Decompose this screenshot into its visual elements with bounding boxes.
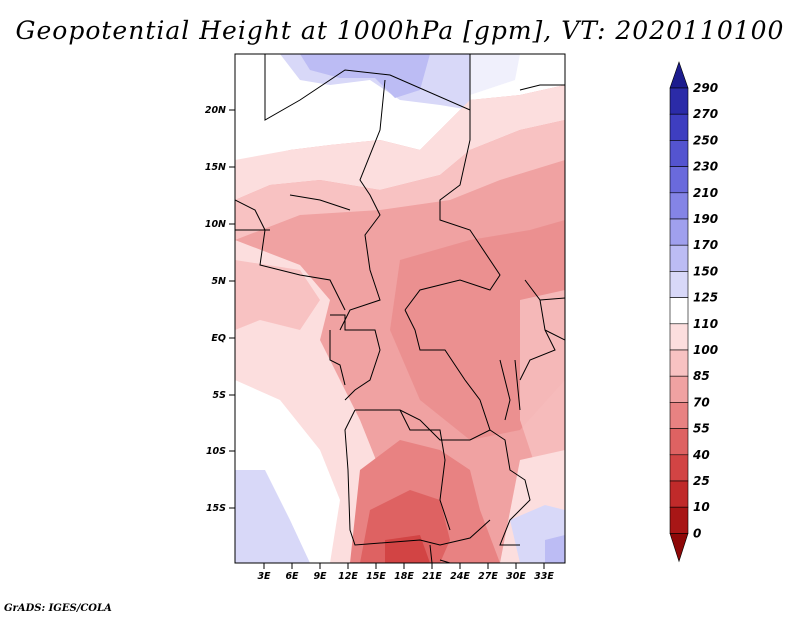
lon-label-3e: 3E <box>257 571 271 582</box>
lon-label-18e: 18E <box>394 571 414 582</box>
colorbar-label: 10 <box>693 500 710 514</box>
colorbar-label: 170 <box>693 238 718 252</box>
colorbar-label: 0 <box>693 526 701 540</box>
lat-label-eq: EQ <box>211 333 226 344</box>
lon-label-21e: 21E <box>422 571 442 582</box>
colorbar: 2902702502302101901701501251101008570554… <box>669 61 718 563</box>
colorbar-label: 150 <box>693 264 718 278</box>
lon-label-30e: 30E <box>506 571 526 582</box>
colorbar-label: 25 <box>693 474 710 488</box>
colorbar-swatch <box>669 271 689 298</box>
colorbar-label: 270 <box>693 107 718 121</box>
lat-label-10s: 10S <box>206 446 226 457</box>
colorbar-label: 190 <box>693 212 718 226</box>
lon-label-33e: 33E <box>534 571 554 582</box>
colorbar-label: 210 <box>693 186 718 200</box>
colorbar-swatch <box>669 166 689 194</box>
colorbar-swatch <box>669 244 689 272</box>
lat-label-5n: 5N <box>211 276 226 287</box>
lat-label-15s: 15S <box>206 503 226 514</box>
colorbar-swatch <box>669 349 689 377</box>
longitude-axis: 3E 6E 9E 12E 15E 18E 21E 24E 27E 30E 33E <box>257 563 554 582</box>
colorbar-swatch <box>669 428 689 456</box>
colorbar-swatch <box>669 140 689 167</box>
lon-label-15e: 15E <box>366 571 386 582</box>
colorbar-swatch <box>669 454 689 482</box>
lat-label-5s: 5S <box>213 390 227 401</box>
lon-label-12e: 12E <box>338 571 358 582</box>
chart-title: Geopotential Height at 1000hPa [gpm], VT… <box>15 16 785 45</box>
colorbar-label: 230 <box>693 160 718 174</box>
credit-text: GrADS: IGES/COLA <box>4 603 112 614</box>
colorbar-swatch <box>669 402 689 429</box>
latitude-axis: 20N 15N 10N 5N EQ 5S 10S 15S <box>205 105 235 514</box>
colorbar-label: 125 <box>693 291 718 305</box>
lon-label-9e: 9E <box>313 571 327 582</box>
lat-label-15n: 15N <box>205 162 226 173</box>
colorbar-swatch <box>669 480 689 508</box>
colorbar-label: 110 <box>693 317 718 331</box>
colorbar-label: 100 <box>693 343 718 357</box>
height-field-shading <box>235 54 565 563</box>
colorbar-label: 40 <box>692 448 710 462</box>
colorbar-label: 85 <box>693 369 710 383</box>
colorbar-label: 55 <box>693 422 710 436</box>
lon-label-6e: 6E <box>285 571 299 582</box>
colorbar-swatch <box>669 297 689 325</box>
colorbar-label: 250 <box>693 133 718 147</box>
colorbar-swatch <box>669 192 689 220</box>
colorbar-swatch <box>669 375 689 403</box>
colorbar-swatch <box>669 87 689 115</box>
colorbar-swatch <box>669 506 689 534</box>
lon-label-27e: 27E <box>478 571 498 582</box>
colorbar-swatch <box>669 533 689 563</box>
lat-label-20n: 20N <box>205 105 226 116</box>
lat-label-10n: 10N <box>205 219 226 230</box>
colorbar-swatch <box>669 323 689 351</box>
colorbar-swatch <box>669 218 689 246</box>
colorbar-swatch <box>669 113 689 141</box>
colorbar-swatch <box>669 61 689 89</box>
colorbar-label: 290 <box>693 81 718 95</box>
colorbar-label: 70 <box>693 395 710 409</box>
map-frame <box>234 53 566 564</box>
lon-label-24e: 24E <box>450 571 470 582</box>
